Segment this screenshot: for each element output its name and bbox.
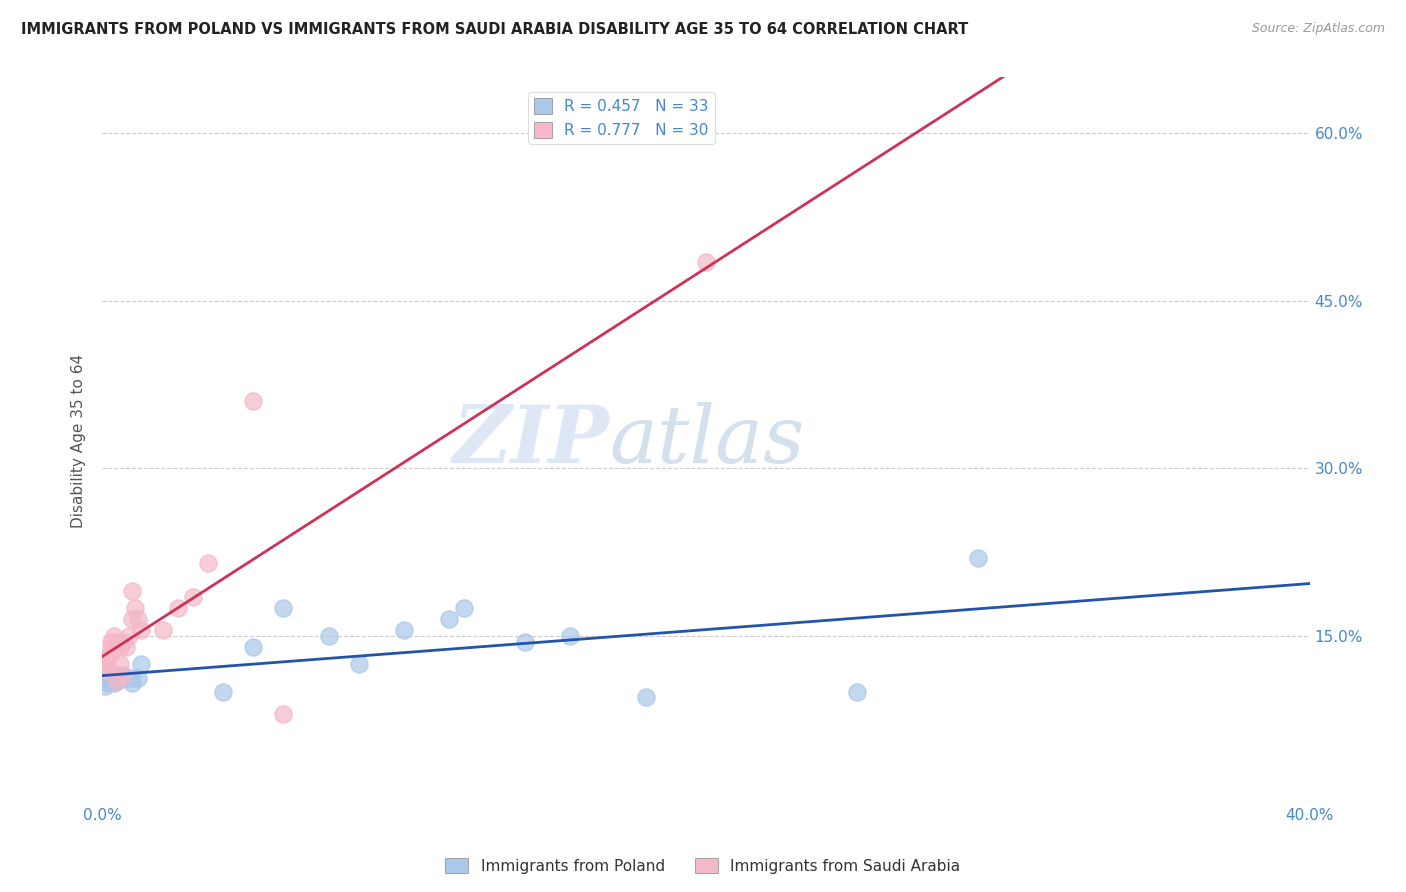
Point — [271, 707, 294, 722]
Text: ZIP: ZIP — [453, 401, 609, 479]
Point — [318, 629, 340, 643]
Text: IMMIGRANTS FROM POLAND VS IMMIGRANTS FROM SAUDI ARABIA DISABILITY AGE 35 TO 64 C: IMMIGRANTS FROM POLAND VS IMMIGRANTS FRO… — [21, 22, 969, 37]
Point — [100, 668, 122, 682]
Point — [94, 673, 117, 688]
Point — [242, 640, 264, 655]
Point — [103, 629, 125, 643]
Point — [94, 651, 117, 665]
Point — [100, 646, 122, 660]
Point — [100, 640, 122, 655]
Point — [97, 663, 120, 677]
Point — [97, 651, 120, 665]
Point — [121, 584, 143, 599]
Point — [97, 665, 120, 679]
Point — [94, 668, 117, 682]
Point — [105, 673, 128, 688]
Point — [695, 254, 717, 268]
Point — [558, 629, 581, 643]
Point — [634, 690, 657, 705]
Point — [94, 663, 117, 677]
Point — [118, 629, 141, 643]
Point — [439, 612, 461, 626]
Point — [100, 634, 122, 648]
Point — [97, 676, 120, 690]
Point — [121, 672, 143, 686]
Point — [124, 601, 146, 615]
Point — [121, 612, 143, 626]
Legend: R = 0.457   N = 33, R = 0.777   N = 30: R = 0.457 N = 33, R = 0.777 N = 30 — [527, 93, 716, 145]
Point — [212, 685, 235, 699]
Y-axis label: Disability Age 35 to 64: Disability Age 35 to 64 — [72, 353, 86, 527]
Point — [513, 634, 536, 648]
Point — [271, 601, 294, 615]
Point — [103, 676, 125, 690]
Point — [181, 590, 204, 604]
Point — [197, 557, 219, 571]
Point — [152, 624, 174, 638]
Point — [112, 668, 135, 682]
Point — [131, 624, 153, 638]
Point — [115, 640, 138, 655]
Point — [94, 657, 117, 671]
Point — [110, 668, 132, 682]
Legend: Immigrants from Poland, Immigrants from Saudi Arabia: Immigrants from Poland, Immigrants from … — [439, 852, 967, 880]
Text: Source: ZipAtlas.com: Source: ZipAtlas.com — [1251, 22, 1385, 36]
Point — [103, 640, 125, 655]
Point — [112, 634, 135, 648]
Point — [105, 634, 128, 648]
Point — [392, 624, 415, 638]
Point — [105, 673, 128, 688]
Point — [100, 673, 122, 688]
Point — [166, 601, 188, 615]
Point — [94, 679, 117, 693]
Point — [110, 672, 132, 686]
Point — [112, 668, 135, 682]
Point — [110, 657, 132, 671]
Point — [131, 657, 153, 671]
Point — [347, 657, 370, 671]
Point — [121, 676, 143, 690]
Text: atlas: atlas — [609, 401, 804, 479]
Point — [105, 668, 128, 682]
Point — [966, 550, 988, 565]
Point — [845, 685, 868, 699]
Point — [103, 672, 125, 686]
Point — [453, 601, 475, 615]
Point — [127, 672, 149, 686]
Point — [115, 672, 138, 686]
Point — [127, 612, 149, 626]
Point — [97, 672, 120, 686]
Point — [242, 394, 264, 409]
Point — [110, 640, 132, 655]
